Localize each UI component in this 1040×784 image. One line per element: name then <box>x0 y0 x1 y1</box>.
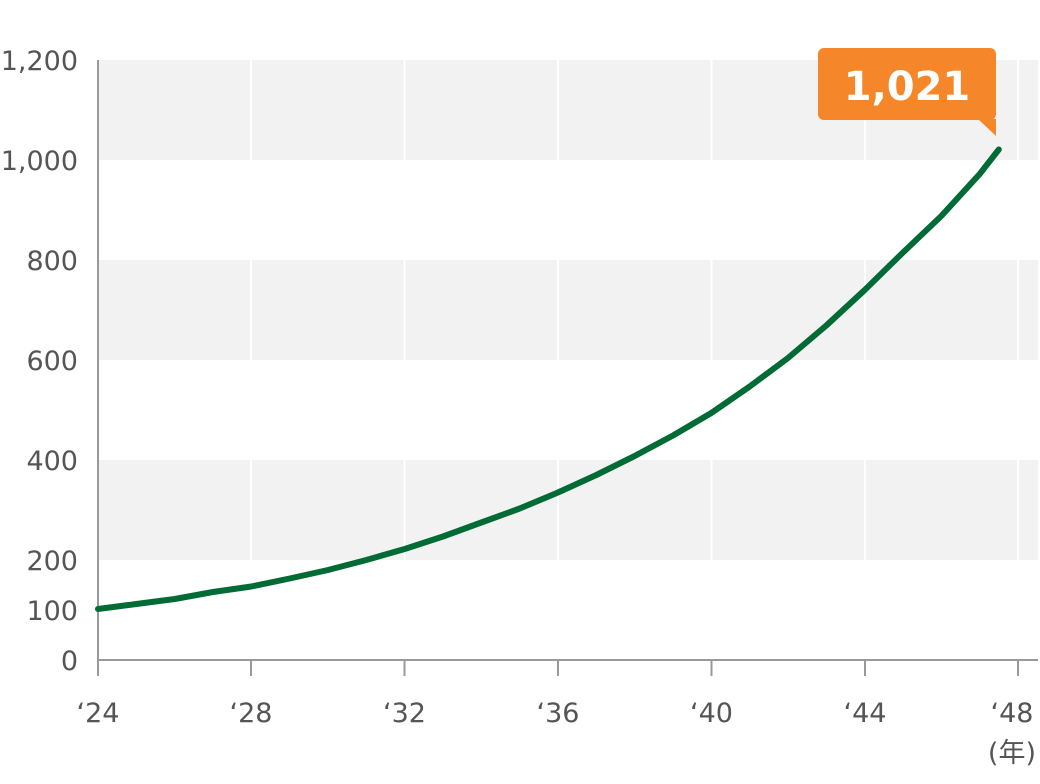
grid-band <box>98 460 1038 560</box>
x-tick-marks <box>97 660 1019 676</box>
callout-pointer <box>978 119 996 136</box>
x-tick-labels: ‘24 ‘28 ‘32 ‘36 ‘40 ‘44 ‘48 <box>77 698 1034 729</box>
value-callout: 1,021 <box>818 48 996 136</box>
y-tick-label: 0 <box>61 646 78 677</box>
y-tick-label: 600 <box>26 346 78 377</box>
x-tick-label: ‘36 <box>537 698 580 729</box>
y-tick-label: 200 <box>26 546 78 577</box>
y-tick-label: 1,000 <box>1 146 78 177</box>
x-tick-label: ‘40 <box>690 698 733 729</box>
callout-box <box>818 48 996 120</box>
x-tick-label: ‘28 <box>230 698 273 729</box>
x-tick-label: ‘24 <box>77 698 120 729</box>
y-tick-label: 800 <box>26 246 78 277</box>
y-tick-labels: 0 100 200 400 600 800 1,000 1,200 <box>1 46 78 677</box>
grid-band <box>98 260 1038 360</box>
y-tick-label: 1,200 <box>1 46 78 77</box>
y-tick-label: 400 <box>26 446 78 477</box>
x-tick-label: ‘44 <box>844 698 887 729</box>
y-tick-label: 100 <box>26 596 78 627</box>
callout-value: 1,021 <box>844 64 971 110</box>
vertical-gridlines <box>250 60 1019 660</box>
x-tick-label: ‘48 <box>991 698 1034 729</box>
x-axis-unit-label: (年) <box>988 738 1036 769</box>
x-tick-label: ‘32 <box>383 698 426 729</box>
series-line <box>95 146 1002 612</box>
